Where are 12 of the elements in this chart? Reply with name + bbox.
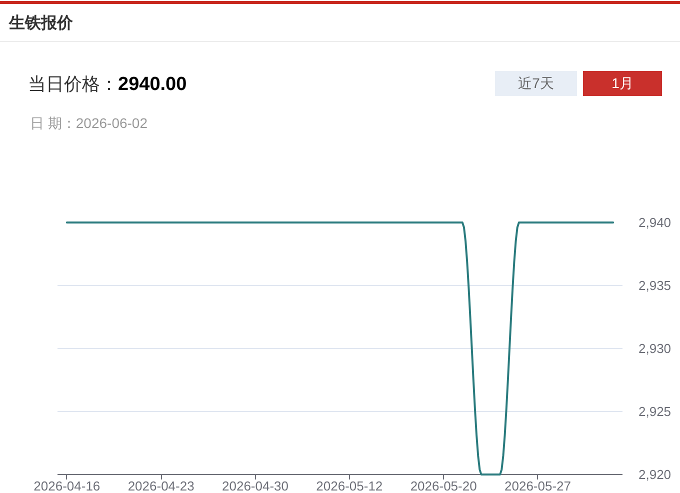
x-tick-label: 2026-05-27 [504,478,571,493]
y-tick-label: 2,935 [638,278,672,293]
x-tick-label: 2026-04-16 [34,478,100,493]
y-tick-label: 2,925 [638,404,672,419]
y-tick-label: 2,930 [638,341,672,356]
chart-title: 生铁报价 [9,14,73,34]
x-tick-label: 2026-05-12 [316,478,383,493]
x-tick-label: 2026-04-30 [222,478,288,493]
y-tick-label: 2,940 [638,215,672,230]
x-tick-label: 2026-05-20 [410,478,477,493]
y-tick-label: 2,920 [638,467,672,482]
x-tick-label: 2026-04-23 [128,478,194,493]
